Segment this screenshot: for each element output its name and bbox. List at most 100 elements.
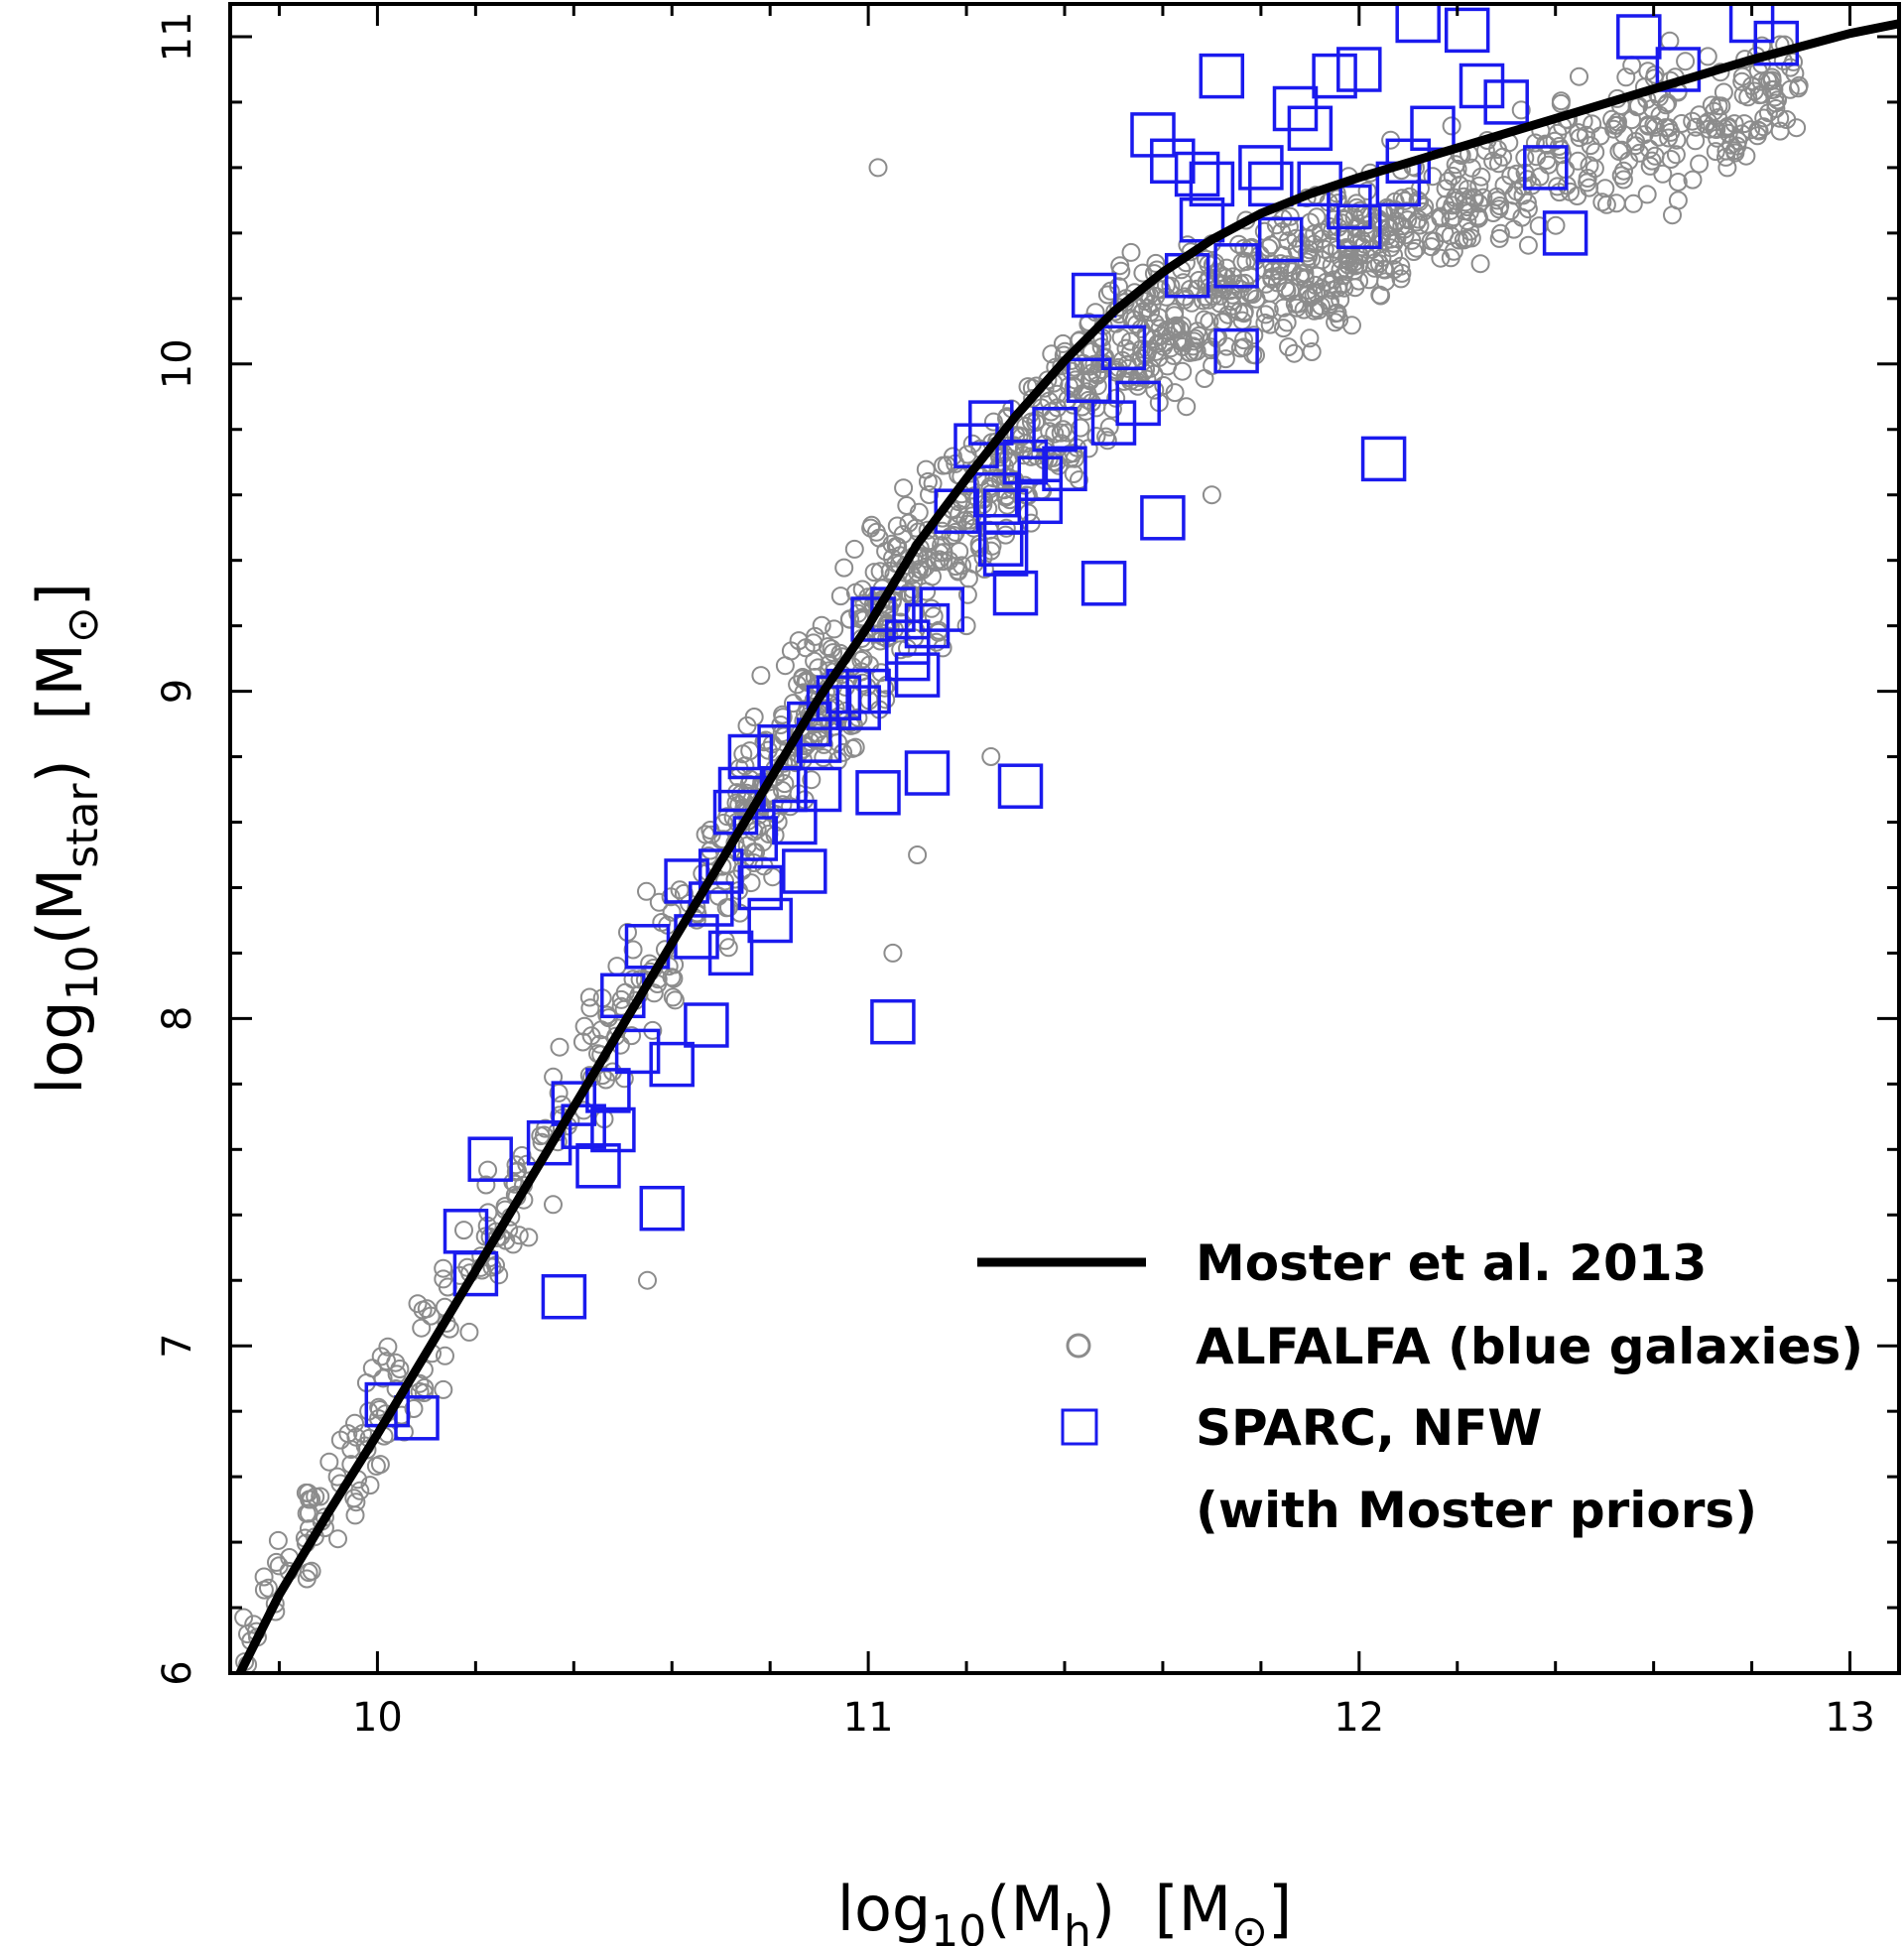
alfalfa-point (1333, 213, 1351, 233)
sparc-point (1287, 105, 1333, 152)
alfalfa-point (369, 1397, 389, 1417)
alfalfa-point (328, 1529, 347, 1549)
alfalfa-point (775, 656, 795, 676)
sparc-point (1444, 7, 1490, 54)
y-tick-label: 8 (155, 1006, 200, 1031)
sparc-point (452, 1250, 499, 1297)
alfalfa-point (1165, 306, 1185, 325)
alfalfa-point (1374, 259, 1394, 279)
sparc-point (982, 531, 1029, 577)
alfalfa-point (434, 1258, 453, 1278)
alfalfa-point (1385, 199, 1405, 219)
sparc-point (884, 635, 931, 682)
alfalfa-point (1578, 173, 1597, 193)
alfalfa-point (550, 1037, 570, 1057)
alfalfa-point (1605, 115, 1625, 135)
sparc-point (1017, 478, 1064, 525)
alfalfa-point (1626, 132, 1646, 151)
alfalfa-point (579, 987, 599, 1007)
alfalfa-point (980, 476, 1000, 496)
alfalfa-point (1623, 194, 1643, 213)
alfalfa-point (1370, 285, 1390, 305)
sparc-point (614, 1028, 661, 1075)
sparc-point (1483, 79, 1529, 125)
y-tick-label: 6 (155, 1660, 200, 1685)
alfalfa-point (1287, 240, 1307, 259)
alfalfa-point (1402, 230, 1422, 250)
alfalfa-point (955, 511, 975, 530)
alfalfa-point (744, 708, 764, 726)
sparc-point (541, 1273, 587, 1320)
alfalfa-point (1473, 188, 1493, 207)
alfalfa-point (362, 1359, 382, 1378)
alfalfa-point (1365, 258, 1384, 278)
alfalfa-point (1018, 503, 1038, 523)
x-tick-label: 13 (1825, 1695, 1875, 1741)
alfalfa-point (509, 1226, 529, 1245)
sparc-point (782, 848, 827, 894)
sparc-point (1017, 455, 1064, 501)
alfalfa-point (1189, 325, 1208, 345)
alfalfa-point (1568, 187, 1587, 205)
sparc-point (707, 930, 754, 976)
alfalfa-point (833, 742, 853, 762)
alfalfa-point (825, 619, 844, 639)
alfalfa-point (853, 649, 873, 669)
alfalfa-point (544, 1195, 563, 1215)
alfalfa-point (1637, 185, 1657, 204)
alfalfa-point (580, 998, 600, 1018)
alfalfa-point (1202, 485, 1221, 505)
alfalfa-point (868, 158, 888, 178)
sparc-point (575, 1143, 621, 1189)
alfalfa-point (812, 615, 831, 635)
alfalfa-point (1781, 58, 1800, 77)
alfalfa-point (1525, 133, 1545, 153)
alfalfa-point (1614, 161, 1633, 181)
alfalfa-point (1696, 114, 1715, 134)
alfalfa-point (1592, 193, 1612, 212)
alfalfa-point (1279, 337, 1298, 357)
alfalfa-point (990, 448, 1010, 467)
alfalfa-point (1718, 123, 1738, 143)
alfalfa-point (1686, 117, 1706, 137)
alfalfa-point (1444, 207, 1463, 227)
alfalfa-point (1754, 108, 1774, 128)
alfalfa-point (1494, 176, 1514, 195)
alfalfa-point (1461, 228, 1481, 248)
sparc-point (894, 652, 941, 698)
alfalfa-point (434, 1379, 453, 1399)
alfalfa-point (876, 690, 896, 710)
alfalfa-point (1595, 179, 1615, 198)
sparc-point (551, 1081, 597, 1126)
alfalfa-point (957, 445, 977, 464)
alfalfa-point (1040, 422, 1060, 442)
alfalfa-point (476, 1175, 496, 1195)
alfalfa-point (1511, 100, 1531, 120)
alfalfa-point (638, 1270, 657, 1290)
alfalfa-point (1274, 298, 1294, 318)
alfalfa-point (1705, 101, 1724, 121)
alfalfa-point (1612, 140, 1632, 160)
alfalfa-point (1260, 283, 1280, 303)
alfalfa-point (796, 671, 816, 691)
sparc-point (1616, 14, 1662, 60)
alfalfa-point (983, 412, 1003, 432)
alfalfa-point (1468, 206, 1488, 226)
moster-series (235, 19, 1899, 1673)
alfalfa-point (1741, 120, 1760, 140)
alfalfa-point (1718, 118, 1737, 138)
alfalfa-point (1165, 383, 1185, 403)
alfalfa-point (661, 887, 681, 907)
alfalfa-point (1384, 245, 1403, 265)
sparc-series (364, 4, 1800, 1441)
sparc-point (1002, 439, 1049, 485)
x-axis-label: log10(Mh) [M⊙] (837, 1873, 1292, 1946)
legend: Moster et al. 2013 ALFALFA (blue galaxie… (977, 1234, 1863, 1539)
y-tick-label: 7 (155, 1333, 200, 1358)
alfalfa-point (802, 770, 822, 790)
alfalfa-point (1404, 242, 1424, 261)
alfalfa-point (1255, 313, 1275, 332)
alfalfa-point (1422, 237, 1442, 257)
sparc-point (649, 1041, 695, 1088)
